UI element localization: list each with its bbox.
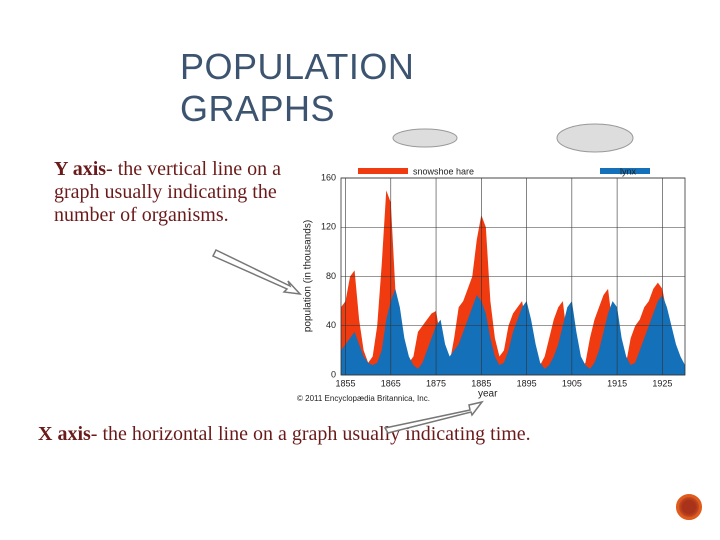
x-tick-label: 1865 (381, 378, 401, 388)
plot-frame (340, 177, 686, 376)
y-axis-label: population (in thousands) (303, 220, 314, 332)
y-tick-label: 80 (326, 271, 336, 281)
y-tick-label: 0 (331, 369, 336, 379)
legend-label: snowshoe hare (413, 166, 474, 176)
x-axis-label: year (478, 389, 498, 400)
legend-swatch (358, 168, 408, 174)
note-text: - the horizontal line on a graph usually… (90, 423, 531, 445)
x-tick-label: 1895 (517, 378, 537, 388)
area (341, 288, 685, 375)
legend-swatch (600, 168, 650, 174)
x-tick-label: 1875 (426, 378, 446, 388)
x-tick-label: 1855 (336, 378, 356, 388)
y-axis-note: Y axis- the vertical line on a graph usu… (54, 158, 294, 227)
nav-button[interactable] (676, 494, 702, 520)
x-tick-label: 1925 (652, 378, 672, 388)
y-tick-label: 40 (326, 320, 336, 330)
x-axis-note: X axis- the horizontal line on a graph u… (38, 422, 718, 446)
legend-label: lynx (620, 166, 637, 176)
area (341, 190, 685, 375)
y-tick-label: 160 (321, 172, 336, 182)
y-tick-label: 120 (321, 222, 336, 232)
note-term: Y axis (54, 158, 107, 180)
x-tick-label: 1885 (471, 378, 491, 388)
credit: © 2011 Encyclopædia Britannica, Inc. (297, 394, 430, 403)
arrows (211, 249, 484, 434)
note-text: - the vertical line on a graph usually i… (54, 158, 281, 226)
note-term: X axis (38, 423, 91, 445)
slide-title: POPULATION GRAPHS (180, 46, 415, 129)
x-tick-label: 1905 (562, 378, 582, 388)
x-tick-label: 1915 (607, 378, 627, 388)
